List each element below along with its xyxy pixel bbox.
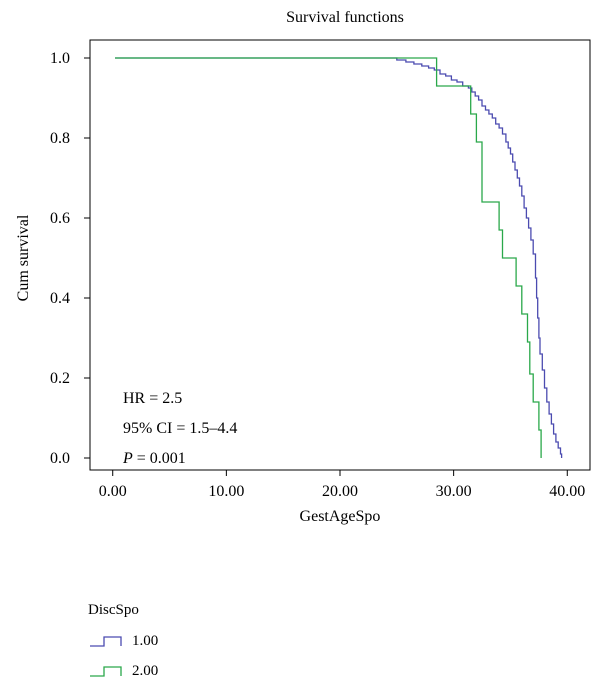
legend-item-1: 1.00 xyxy=(88,626,158,656)
x-tick-label: 20.00 xyxy=(322,483,358,500)
y-tick-label: 0.2 xyxy=(50,370,70,387)
stats-annotation: HR = 2.5 95% CI = 1.5–4.4 P = 0.001 xyxy=(122,390,237,467)
p-value: = 0.001 xyxy=(133,450,186,467)
y-axis-label: Cum survival xyxy=(15,214,32,301)
x-tick-label: 40.00 xyxy=(549,483,585,500)
legend-item-2: 2.00 xyxy=(88,656,158,686)
confidence-interval-text: 95% CI = 1.5–4.4 xyxy=(123,420,237,437)
series-layer xyxy=(115,57,563,458)
x-tick-label: 0.00 xyxy=(99,483,127,500)
survival-curve-1 xyxy=(115,57,563,458)
legend-label-1: 1.00 xyxy=(132,632,159,649)
axes-layer: 0.00 10.00 20.00 30.00 40.00 0.0 0.2 0.4 0.6 0.8 1… xyxy=(50,50,585,500)
legend-title: DiscSpo xyxy=(88,602,139,618)
p-value-text: P = 0.001 xyxy=(122,450,186,467)
x-tick-label: 30.00 xyxy=(436,483,472,500)
hazard-ratio-text: HR = 2.5 xyxy=(123,390,182,407)
y-tick-label: 0.6 xyxy=(50,210,70,227)
legend-label-2: 2.00 xyxy=(132,662,159,679)
x-tick-label: 10.00 xyxy=(208,483,244,500)
y-tick-label: 0.8 xyxy=(50,130,70,147)
p-symbol: P xyxy=(122,450,133,467)
survival-curve-2 xyxy=(115,57,542,458)
y-tick-label: 0.0 xyxy=(50,450,70,467)
legend-swatch-2 xyxy=(90,666,122,677)
legend: DiscSpo 1.00 2.00 xyxy=(88,602,158,686)
survival-chart: Survival functions 0.00 10.00 20.00 30.00 40… xyxy=(15,9,591,525)
y-tick-label: 0.4 xyxy=(50,290,70,307)
y-tick-label: 1.0 xyxy=(50,50,70,67)
x-axis-label: GestAgeSpo xyxy=(300,508,381,525)
legend-swatch-1 xyxy=(90,636,122,647)
chart-title: Survival functions xyxy=(286,9,404,26)
